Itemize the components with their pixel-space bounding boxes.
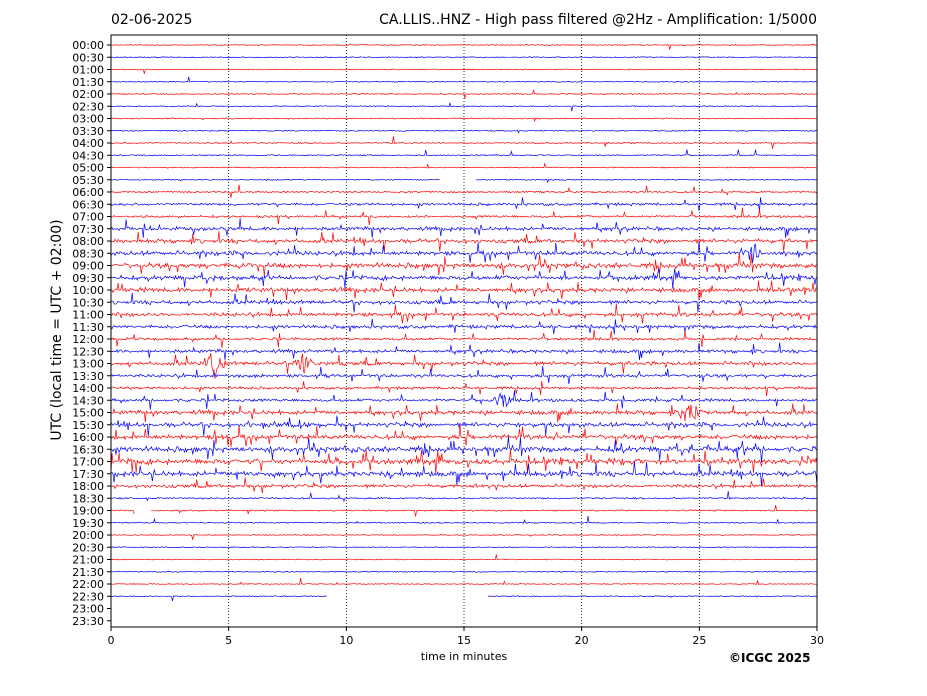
y-tick-label: 05:00 [72,162,104,175]
y-tick-label: 14:30 [72,394,104,407]
trace-row-1330 [110,365,818,385]
trace-row-0300 [110,117,818,123]
trace-row-0200 [110,89,818,99]
x-tick-label: 10 [339,634,353,647]
y-tick-label: 05:30 [72,174,104,187]
y-tick-label: 03:00 [72,113,104,126]
y-tick-label: 02:00 [72,88,104,101]
y-tick-label: 01:00 [72,64,104,77]
y-tick-label: 09:30 [72,272,104,285]
copyright-label: ©ICGC 2025 [729,651,811,665]
trace-row-2030 [110,546,818,549]
trace-row-0100 [110,68,818,74]
trace-row-1700 [110,449,818,474]
y-tick-label: 06:00 [72,186,104,199]
x-tick-label: 30 [810,634,824,647]
trace-row-0400 [110,136,818,149]
trace-row-1530 [110,415,818,437]
x-tick-label: 25 [692,634,706,647]
trace-row-1430 [110,390,818,410]
y-tick-label: 22:00 [72,578,104,591]
y-tick-label: 03:30 [72,125,104,138]
y-tick-label: 23:30 [72,615,104,628]
x-tick-label: 15 [457,634,471,647]
y-tick-label: 08:00 [72,235,104,248]
y-tick-label: 23:00 [72,603,104,616]
y-tick-label: 04:30 [72,149,104,162]
trace-row-1930 [110,516,818,524]
y-tick-label: 13:30 [72,370,104,383]
trace-row-1900 [110,505,818,517]
y-tick-label: 00:30 [72,51,104,64]
trace-row-0630 [110,197,818,212]
trace-row-2130 [110,570,818,573]
trace-row-0800 [110,231,818,253]
y-tick-label: 15:30 [72,419,104,432]
trace-row-0700 [110,207,818,225]
y-tick-label: 16:30 [72,443,104,456]
y-tick-label: 00:00 [72,39,104,52]
y-tick-label: 17:30 [72,468,104,481]
y-tick-label: 02:30 [72,100,104,113]
x-tick-label: 0 [108,634,115,647]
x-tick-label: 5 [225,634,232,647]
y-tick-label: 10:00 [72,284,104,297]
y-tick-label: 18:00 [72,480,104,493]
plot-frame [110,34,818,628]
y-tick-label: 16:00 [72,431,104,444]
chart-title: CA.LLIS..HNZ - High pass filtered @2Hz -… [379,12,817,28]
y-tick-label: 19:00 [72,505,104,518]
x-tick-group: 0 5 10 15 20 25 30 [108,627,824,647]
trace-row-1300 [110,353,818,379]
y-tick-label: 15:00 [72,407,104,420]
y-tick-label: 18:30 [72,492,104,505]
y-tick-label: 14:00 [72,382,104,395]
y-tick-label: 21:00 [72,554,104,567]
y-tick-label: 22:30 [72,590,104,603]
y-tick-label: 12:30 [72,345,104,358]
x-axis-label: time in minutes [420,650,508,663]
trace-row-0830 [110,241,818,264]
trace-group [110,43,818,602]
trace-row-0330 [110,129,818,134]
trace-row-0530 [110,178,818,184]
y-tick-label: 08:30 [72,247,104,260]
trace-row-0130 [110,76,818,83]
chart-date: 02-06-2025 [111,12,193,28]
trace-row-2100 [111,554,818,561]
y-tick-group: 00:0000:3001:0001:3002:0002:3003:0003:30… [72,39,111,628]
y-tick-label: 17:00 [72,456,104,469]
y-tick-label: 20:00 [72,529,104,542]
y-tick-label: 09:00 [72,260,104,273]
grid-group [228,35,700,627]
y-tick-label: 06:30 [72,198,104,211]
x-tick-label: 20 [575,634,589,647]
y-tick-label: 11:30 [72,321,104,334]
y-tick-label: 12:00 [72,333,104,346]
trace-row-0230 [110,102,818,112]
y-tick-label: 01:30 [72,76,104,89]
y-tick-label: 13:00 [72,358,104,371]
y-tick-label: 04:00 [72,137,104,150]
y-tick-label: 19:30 [72,517,104,530]
trace-row-2230 [110,595,818,602]
y-tick-label: 07:30 [72,223,104,236]
trace-row-1830 [110,491,818,503]
y-tick-label: 11:00 [72,309,104,322]
y-tick-label: 07:00 [72,211,104,224]
trace-row-1400 [110,380,818,397]
trace-row-1230 [110,342,818,361]
y-tick-label: 20:30 [72,541,104,554]
trace-row-2000 [110,534,818,540]
y-tick-label: 21:30 [72,566,104,579]
y-tick-label: 10:30 [72,296,104,309]
